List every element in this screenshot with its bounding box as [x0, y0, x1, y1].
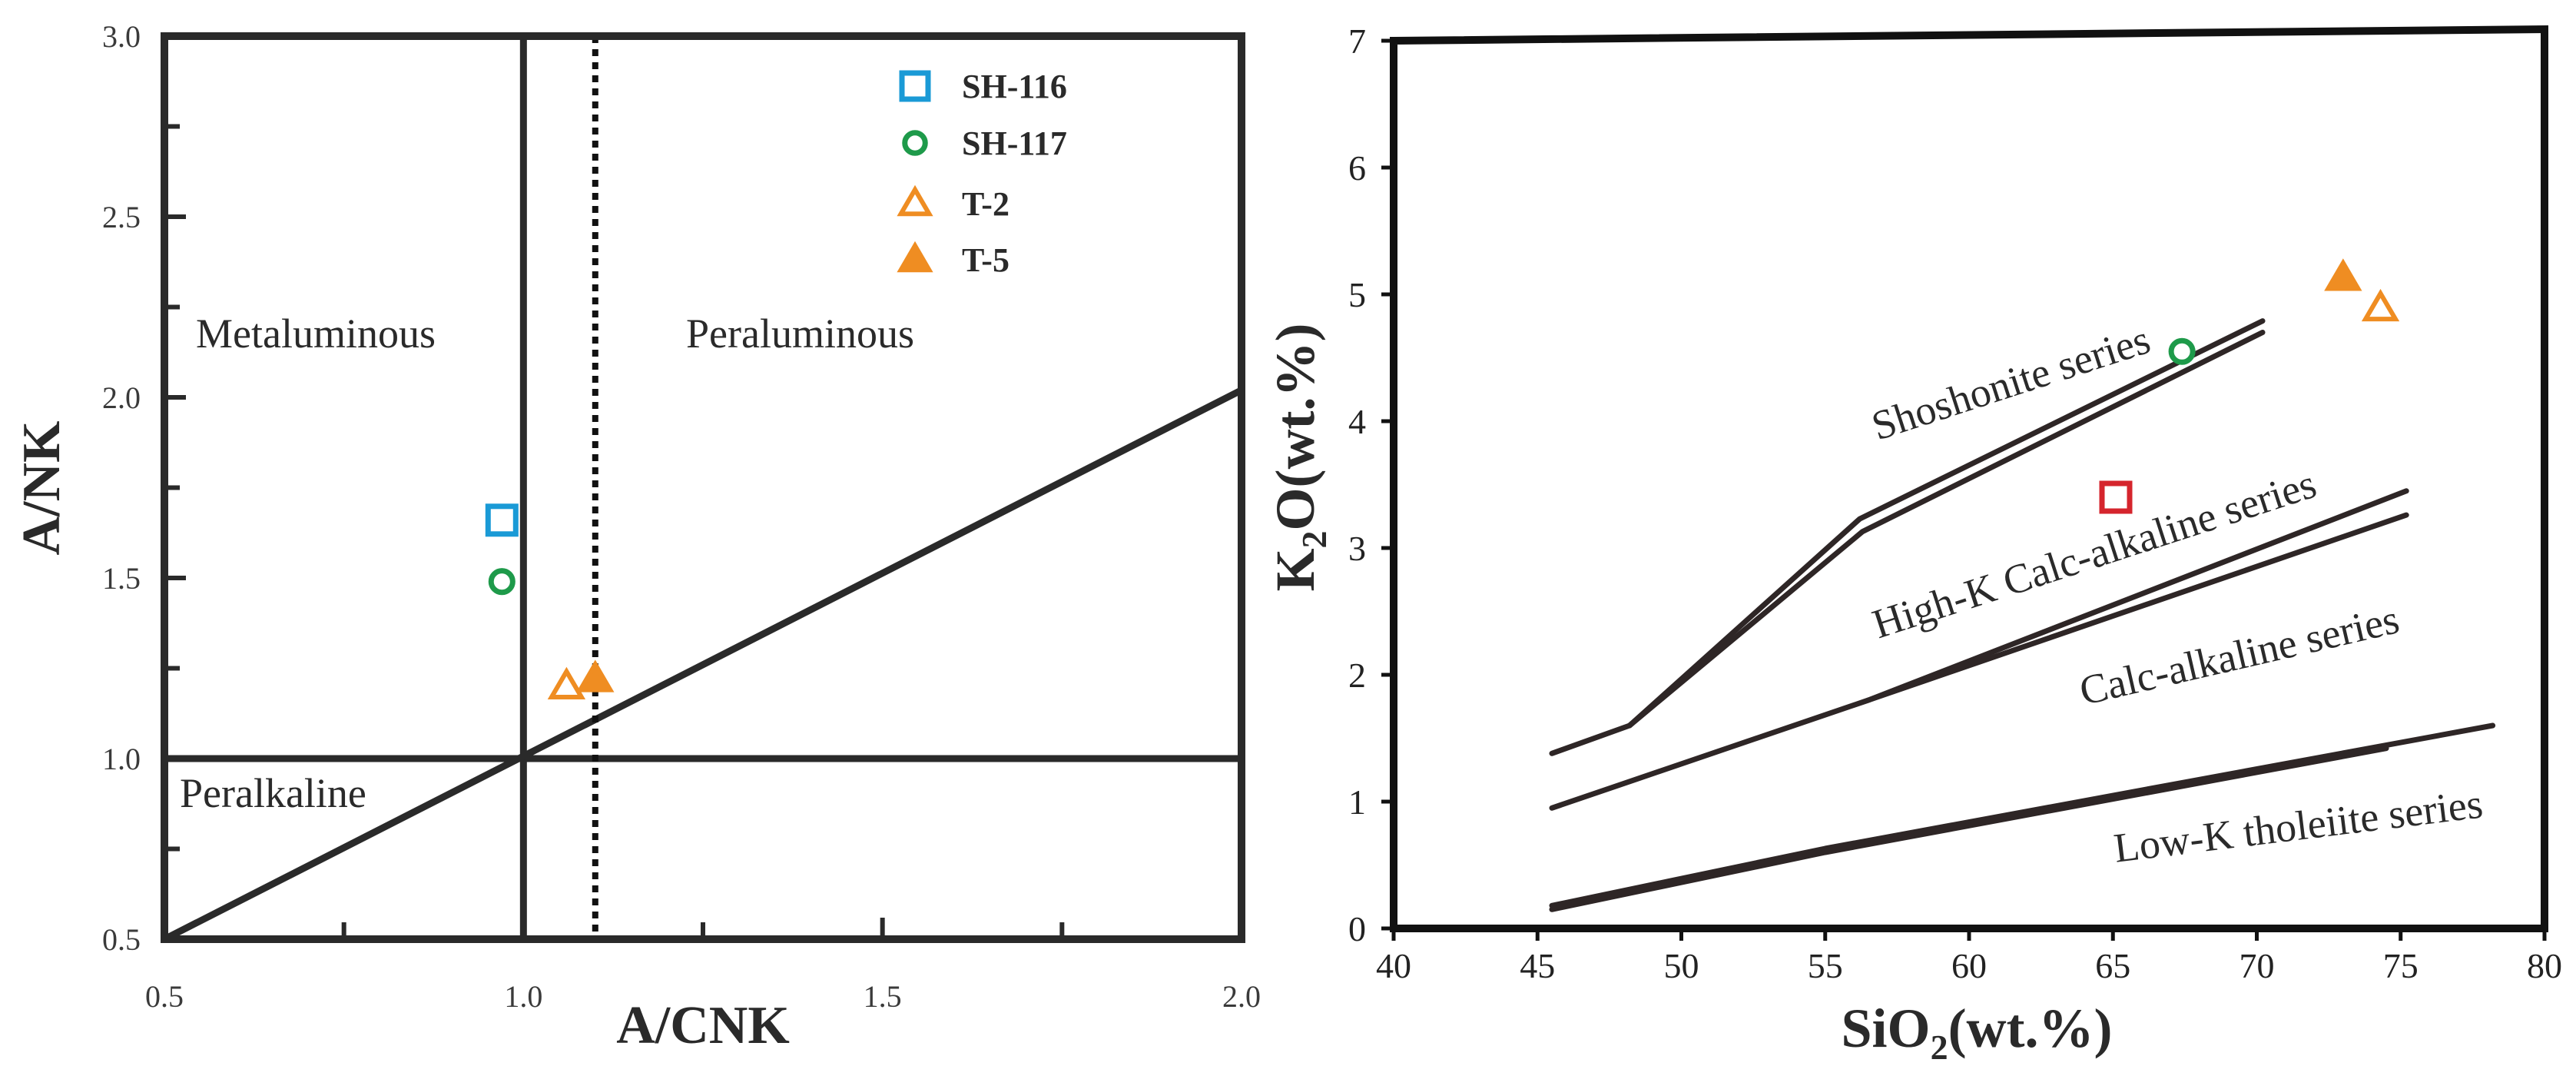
left-chart: 0.5 1.0 1.5 2.0 0.5 1.0 1.5 2.0 2.5 3.0 Metalumin… — [12, 19, 1261, 1055]
legend-label-sh-117: SH-117 — [962, 125, 1067, 162]
data-point-sh-117 — [2168, 337, 2196, 365]
y-tick-label: 2.0 — [102, 380, 141, 415]
region-peraluminous-label: Peraluminous — [686, 311, 914, 357]
left-axis-ticks: 0.5 1.0 1.5 2.0 0.5 1.0 1.5 2.0 2.5 3.0 — [102, 19, 1261, 1014]
y-tick-label: 1 — [1348, 782, 1366, 822]
region-metaluminous-label: Metaluminous — [196, 311, 436, 357]
legend-label-t-5: T-5 — [962, 241, 1010, 279]
boundary-diagonal-line — [162, 387, 1244, 943]
data-point-t-5 — [576, 659, 615, 692]
right-boundary-lines — [1549, 318, 2496, 912]
left-y-axis-title: A/NK — [12, 421, 71, 556]
x-tick-label: 60 — [1951, 946, 1987, 985]
right-y-axis-title: K2O(wt.%) — [1265, 324, 1334, 592]
y-tick-label: 6 — [1348, 148, 1366, 188]
series-boundary-line — [1865, 512, 2409, 703]
series-region-label: High-K Calc-alkaline series — [1867, 460, 2322, 647]
left-plot-frame — [161, 32, 1245, 943]
data-point-t-5 — [2324, 258, 2362, 291]
x-tick-label: 55 — [1808, 946, 1843, 985]
y-tick-label: 0.5 — [102, 922, 141, 957]
legend-label-t-2: T-2 — [962, 185, 1010, 223]
right-plot-frame — [1390, 25, 2548, 932]
x-tick-label: 50 — [1664, 946, 1699, 985]
x-tick-label: 65 — [2095, 946, 2130, 985]
series-region-label: Shoshonite series — [1866, 316, 2156, 449]
left-data-points — [485, 503, 615, 699]
y-tick-label: 3 — [1348, 529, 1366, 568]
x-tick-label: 1.5 — [864, 979, 902, 1014]
y-tick-label: 3.0 — [102, 19, 141, 54]
x-tick-label: 80 — [2527, 946, 2562, 985]
x-tick-label: 70 — [2239, 946, 2275, 985]
y-tick-label: 4 — [1348, 402, 1366, 441]
y-tick-label: 0 — [1348, 909, 1366, 948]
legend-marker-t-2 — [897, 184, 933, 217]
x-tick-label: 40 — [1376, 946, 1411, 985]
data-point-sh-117 — [488, 568, 516, 596]
legend-marker-sh-116 — [899, 70, 931, 102]
y-tick-label: 7 — [1348, 22, 1366, 61]
legend: SH-116 SH-117 T-2 T-5 — [897, 68, 1067, 279]
data-point-sh-116 — [485, 503, 519, 537]
x-tick-label: 2.0 — [1222, 979, 1261, 1014]
series-region-label: Low-K tholeiite series — [2111, 780, 2485, 871]
data-point-sh-116 — [2099, 480, 2133, 514]
y-tick-label: 1.5 — [102, 561, 141, 596]
right-x-axis-title: SiO2(wt.%) — [1842, 998, 2113, 1067]
data-point-t-2 — [547, 666, 586, 699]
x-tick-label: 0.5 — [145, 979, 184, 1014]
data-point-t-2 — [2361, 288, 2400, 322]
x-tick-label: 45 — [1520, 946, 1555, 985]
y-tick-label: 1.0 — [102, 742, 141, 776]
series-boundary-line — [1549, 746, 2389, 912]
series-boundary-line — [1626, 330, 2266, 729]
y-tick-label: 2.5 — [102, 200, 141, 234]
y-tick-label: 5 — [1348, 275, 1366, 314]
x-tick-label: 75 — [2383, 946, 2419, 985]
left-boundaries — [162, 36, 1244, 943]
x-tick-label: 1.0 — [504, 979, 542, 1014]
right-data-points — [2099, 258, 2400, 514]
legend-label-sh-116: SH-116 — [962, 68, 1067, 105]
legend-marker-t-5 — [897, 241, 933, 273]
left-x-axis-title: A/CNK — [616, 996, 790, 1055]
legend-marker-sh-117 — [902, 130, 928, 156]
region-peralkaline-label: Peralkaline — [180, 770, 366, 816]
series-boundary-line — [1549, 318, 2266, 756]
y-tick-label: 2 — [1348, 656, 1366, 695]
series-boundary-line — [1549, 722, 2496, 908]
